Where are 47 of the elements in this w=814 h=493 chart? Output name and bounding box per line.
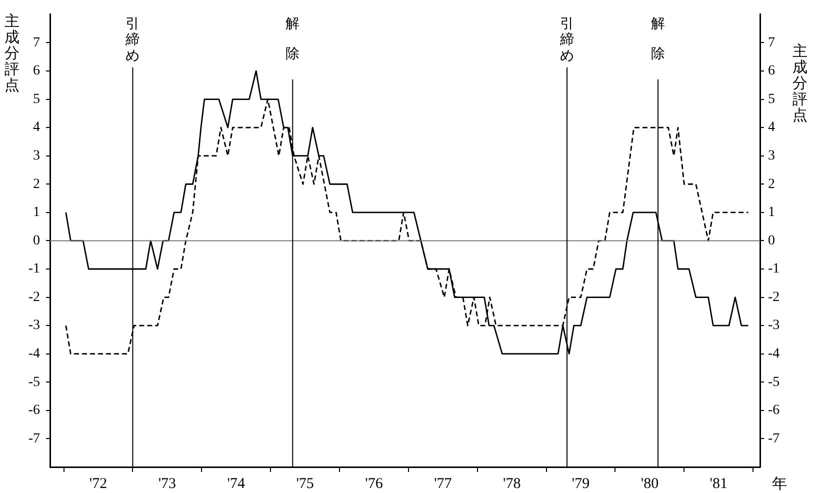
y2-tick-label: 4	[768, 120, 775, 136]
x-tick-label: '81	[710, 476, 728, 492]
y2-tick-label: 0	[768, 233, 775, 248]
y-tick-label: -4	[28, 346, 40, 362]
y2-axis-title: 主成分評点	[792, 42, 808, 124]
y2-tick-label: 7	[768, 35, 775, 50]
y2-tick-label: 1	[768, 205, 775, 220]
y2-tick-label: -1	[768, 262, 780, 277]
y2-tick-label: 2	[768, 176, 775, 192]
x-tick-label: '74	[227, 476, 246, 492]
y-tick-label: 0	[33, 233, 40, 248]
y-tick-label: 5	[33, 92, 40, 107]
y-axis-title: 主成分評点	[4, 12, 20, 94]
y-tick-label: 3	[33, 148, 40, 164]
ref-line-label: 引締め	[558, 17, 574, 64]
y-tick-label: 6	[33, 64, 40, 79]
y-tick-label: 1	[33, 205, 40, 220]
y2-tick-label: -3	[768, 318, 780, 334]
y-tick-label: -1	[28, 262, 40, 277]
x-tick-label: '72	[89, 476, 108, 492]
x-tick-label: '80	[640, 476, 659, 492]
y2-tick-label: -4	[768, 346, 780, 362]
y-tick-label: 7	[33, 35, 40, 50]
x-tick-label: '78	[502, 476, 521, 492]
x-tick-label: '77	[434, 476, 452, 492]
y2-tick-label: -2	[768, 290, 780, 305]
x-tick-label: '75	[296, 476, 314, 492]
x-tick-label: '76	[365, 476, 384, 492]
y-tick-label: -5	[28, 374, 40, 390]
y-tick-label: 2	[33, 176, 40, 192]
y-tick-label: -6	[28, 403, 40, 418]
y2-tick-label: 5	[768, 92, 775, 107]
ref-line-label: 解除	[650, 16, 665, 62]
ref-line-label: 引締め	[124, 17, 140, 64]
y-tick-label: -7	[28, 431, 40, 446]
y2-tick-label: -5	[768, 374, 780, 390]
x-tick-label: '79	[572, 476, 590, 492]
ref-line-label: 解除	[286, 16, 300, 62]
y-tick-label: -3	[28, 318, 40, 334]
y-tick-label: 4	[33, 120, 40, 136]
y2-tick-label: 6	[768, 64, 775, 79]
y2-tick-label: 3	[768, 148, 775, 164]
y2-tick-label: -7	[768, 431, 780, 446]
x-tick-label: '73	[158, 476, 176, 492]
y-tick-label: -2	[28, 290, 40, 305]
x-axis-title: 年	[772, 475, 787, 492]
y2-tick-label: -6	[768, 403, 780, 418]
